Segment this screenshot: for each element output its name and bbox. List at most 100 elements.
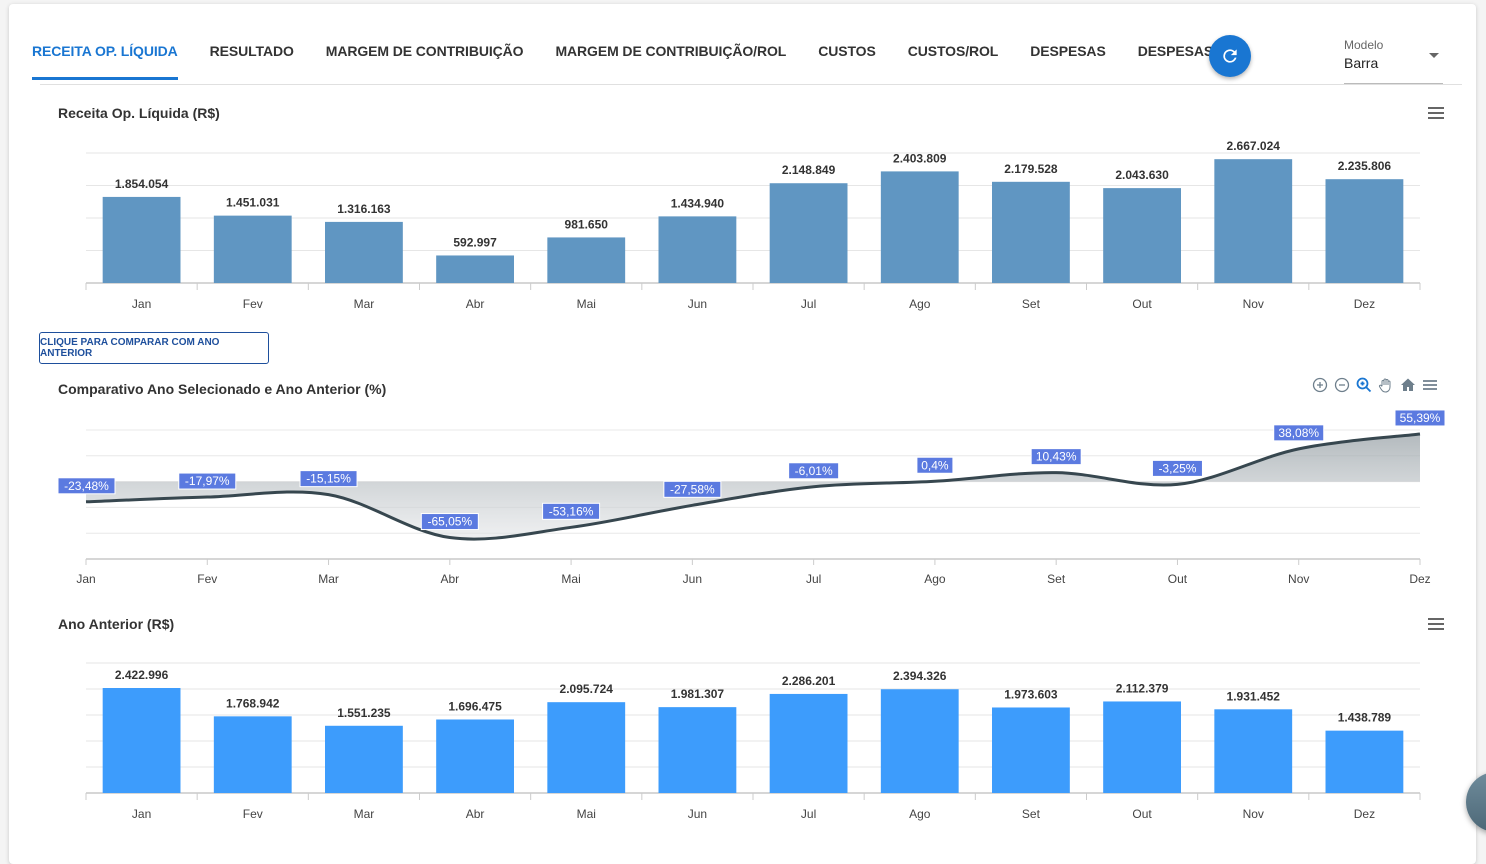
x-tick-label: Nov <box>1243 297 1264 311</box>
bar <box>102 688 181 793</box>
data-label: 1.434.940 <box>671 196 725 210</box>
bar <box>992 707 1070 793</box>
data-label-box <box>1030 448 1082 466</box>
bar <box>1325 730 1404 793</box>
data-label: 2.235.806 <box>1338 159 1392 173</box>
chart-title-ano-anterior: Ano Anterior (R$) <box>58 616 175 632</box>
x-tick-label: Jun <box>683 572 702 586</box>
bar <box>658 216 737 283</box>
data-label: -65,05% <box>427 515 472 529</box>
data-label: 2.403.809 <box>893 151 947 165</box>
x-tick-label: Set <box>1022 807 1041 821</box>
data-label: 2.179.528 <box>1004 162 1058 176</box>
x-tick-label: Jun <box>688 807 707 821</box>
data-label-box <box>1273 424 1325 442</box>
data-label: 1.451.031 <box>226 196 280 210</box>
bar <box>769 693 848 793</box>
refresh-icon <box>1223 49 1237 63</box>
zoom-in-icon[interactable] <box>1311 376 1329 394</box>
tab-margem-de-contribuicao-rol[interactable]: MARGEM DE CONTRIBUIÇÃO/ROL <box>555 43 787 59</box>
x-tick-label: Dez <box>1409 572 1430 586</box>
data-label: 2.095.724 <box>560 682 614 696</box>
data-label: 1.981.307 <box>671 687 725 701</box>
data-label: 2.394.326 <box>893 669 947 683</box>
data-label: 10,43% <box>1036 450 1077 464</box>
floating-action-button[interactable] <box>1466 772 1486 832</box>
modelo-label: Modelo <box>1344 38 1384 52</box>
tab-despesas[interactable]: DESPESAS <box>1030 43 1106 59</box>
x-tick-label: Set <box>1047 572 1066 586</box>
data-label-box <box>178 472 237 490</box>
bar <box>547 702 626 793</box>
data-label-box <box>542 502 601 520</box>
comparativo-area-chart: Jan Fev Mar Abr Mai Jun Jul Ago Set Out Nov Dez -23,… <box>57 409 1446 586</box>
bar <box>769 183 848 283</box>
chart-menu-icon[interactable] <box>1428 107 1444 119</box>
x-tick-label: Ago <box>924 572 946 586</box>
refresh-button[interactable] <box>1209 35 1251 77</box>
series-line <box>85 432 1421 541</box>
bar <box>658 707 737 793</box>
bar <box>213 716 292 793</box>
x-tick-label: Jul <box>801 807 816 821</box>
bar <box>102 196 181 283</box>
data-label: 592.997 <box>453 235 497 249</box>
x-tick-label: Mai <box>577 807 596 821</box>
x-tick-label: Fev <box>243 807 263 821</box>
data-label: 1.854.054 <box>115 177 169 191</box>
data-label-box <box>299 470 358 488</box>
tab-resultado[interactable]: RESULTADO <box>209 43 294 59</box>
tab-receita-op-liquida[interactable]: RECEITA OP. LÍQUIDA <box>32 36 178 80</box>
chart-title-receita: Receita Op. Líquida (R$) <box>58 105 220 121</box>
x-tick-label: Jan <box>76 572 95 586</box>
chart-menu-icon[interactable] <box>1428 618 1444 630</box>
x-tick-label: Set <box>1022 297 1041 311</box>
reset-home-icon[interactable] <box>1399 376 1417 394</box>
x-tick-label: Abr <box>466 807 485 821</box>
bar <box>880 689 959 793</box>
data-label-box <box>57 477 116 495</box>
chart-toolbar <box>1311 376 1439 394</box>
bar <box>213 215 292 283</box>
bar <box>1103 188 1181 283</box>
x-tick-label: Out <box>1132 807 1152 821</box>
bar <box>1325 179 1404 283</box>
selection-zoom-icon[interactable] <box>1355 376 1373 394</box>
bar <box>325 221 403 283</box>
x-tick-label: Fev <box>243 297 263 311</box>
zoom-out-icon[interactable] <box>1333 376 1351 394</box>
ano-anterior-bar-chart: 2.422.996 Jan 1.768.942 Fev 1.551.235 Mar 1.69… <box>85 662 1421 821</box>
x-tick-label: Nov <box>1243 807 1264 821</box>
data-label: -27,58% <box>670 482 715 496</box>
chart-title-comparativo: Comparativo Ano Selecionado e Ano Anteri… <box>58 381 387 397</box>
x-tick-label: Dez <box>1354 807 1375 821</box>
data-label: 1.973.603 <box>1004 687 1058 701</box>
data-label-box <box>1394 409 1446 427</box>
x-tick-label: Jun <box>688 297 707 311</box>
tab-custos[interactable]: CUSTOS <box>818 43 876 59</box>
data-label: 2.286.201 <box>782 674 836 688</box>
chevron-down-icon <box>1429 53 1439 58</box>
modelo-select[interactable]: Modelo Barra <box>1344 35 1443 84</box>
data-label: -3,25% <box>1158 461 1196 475</box>
data-label: 1.551.235 <box>337 706 391 720</box>
chart-menu-icon[interactable] <box>1421 376 1439 394</box>
x-tick-label: Mar <box>354 297 375 311</box>
data-label: -53,16% <box>549 504 594 518</box>
tab-margem-de-contribuicao[interactable]: MARGEM DE CONTRIBUIÇÃO <box>325 43 524 59</box>
bar <box>1214 159 1293 283</box>
bar <box>325 725 403 793</box>
x-tick-label: Mai <box>561 572 580 586</box>
x-tick-label: Mar <box>354 807 375 821</box>
data-label: -17,97% <box>185 474 230 488</box>
x-tick-label: Jul <box>806 572 821 586</box>
data-label-box <box>1151 459 1203 477</box>
tab-custos-rol[interactable]: CUSTOS/ROL <box>907 43 999 59</box>
modelo-value: Barra <box>1344 55 1379 71</box>
data-label: 2.667.024 <box>1227 139 1281 153</box>
data-label: 2.422.996 <box>115 668 169 682</box>
pan-hand-icon[interactable] <box>1377 376 1395 394</box>
x-tick-label: Ago <box>909 807 931 821</box>
compare-previous-year-button[interactable]: CLIQUE PARA COMPARAR COM ANO ANTERIOR <box>39 332 269 364</box>
bar <box>992 181 1070 283</box>
